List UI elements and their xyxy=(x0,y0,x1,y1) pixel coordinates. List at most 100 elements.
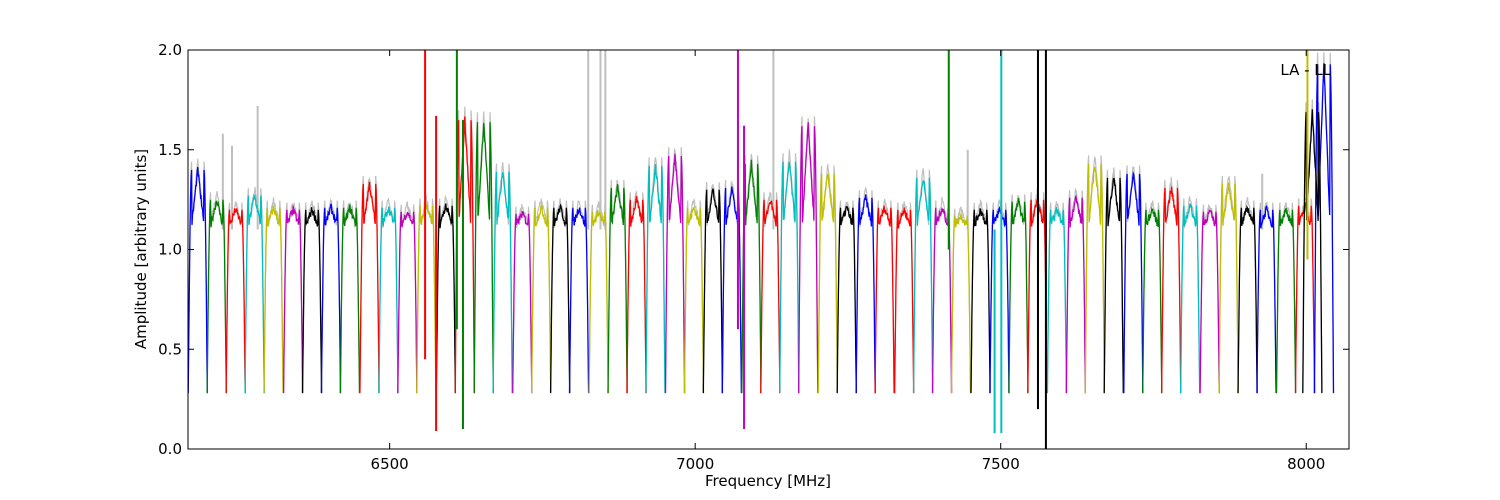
grey-trace-2 xyxy=(225,201,246,394)
grey-trace-51 xyxy=(1161,176,1182,394)
channel-trace-16 xyxy=(492,171,513,394)
grey-trace-34 xyxy=(836,200,857,394)
grey-trace-12 xyxy=(416,195,437,394)
channel-trace-22 xyxy=(607,184,628,394)
grey-trace-47 xyxy=(1084,155,1105,394)
y-tick-label-4: 2.0 xyxy=(158,41,182,59)
series-layer xyxy=(188,50,1335,449)
grey-trace-26 xyxy=(683,199,705,394)
grey-trace-14 xyxy=(454,106,475,394)
channel-trace-27 xyxy=(702,187,724,394)
channel-trace-48 xyxy=(1103,177,1124,394)
grey-trace-10 xyxy=(378,197,399,394)
channel-trace-36 xyxy=(874,205,895,394)
grey-trace-30 xyxy=(760,191,781,394)
y-tick-label-1: 0.5 xyxy=(158,340,182,358)
channel-trace-2 xyxy=(225,208,246,394)
channel-trace-11 xyxy=(397,211,418,394)
channel-trace-57 xyxy=(1275,207,1297,394)
channel-trace-38 xyxy=(912,177,934,394)
channel-trace-21 xyxy=(588,209,609,394)
channel-trace-52 xyxy=(1179,203,1201,394)
ticks-layer: 6500 7000 7500 8000 0.0 0.5 1.0 1.5 2.0 xyxy=(158,41,1349,473)
channel-trace-1 xyxy=(206,199,227,394)
channel-trace-4 xyxy=(263,205,284,394)
channel-trace-49 xyxy=(1123,171,1144,394)
grey-trace-9 xyxy=(359,175,380,394)
y-axis-label: Amplitude [arbitrary units] xyxy=(132,149,150,349)
channel-trace-40 xyxy=(950,213,972,394)
channel-trace-46 xyxy=(1065,194,1087,394)
channel-trace-50 xyxy=(1142,206,1163,394)
grey-trace-16 xyxy=(492,162,513,394)
channel-trace-14 xyxy=(454,116,476,394)
channel-trace-12 xyxy=(416,202,437,394)
channel-trace-25 xyxy=(664,153,686,394)
channel-trace-35 xyxy=(855,194,876,394)
grey-trace-3 xyxy=(244,186,265,394)
grey-trace-23 xyxy=(626,191,647,394)
channel-trace-5 xyxy=(282,205,304,394)
channel-trace-23 xyxy=(626,195,647,394)
grey-trace-20 xyxy=(568,200,590,394)
channel-trace-6 xyxy=(301,207,323,394)
y-tick-label-3: 1.5 xyxy=(158,141,182,159)
channel-trace-41 xyxy=(970,208,991,394)
x-tick-label-2: 7500 xyxy=(982,455,1020,473)
grey-trace-36 xyxy=(874,198,895,394)
channel-trace-34 xyxy=(836,205,857,394)
grey-trace-27 xyxy=(702,182,723,394)
grey-trace-45 xyxy=(1046,201,1068,394)
y-tick-label-0: 0.0 xyxy=(158,440,182,458)
channel-trace-55 xyxy=(1237,204,1258,394)
grey-trace-15 xyxy=(473,111,494,394)
channel-trace-53 xyxy=(1199,209,1220,394)
x-tick-label-0: 6500 xyxy=(371,455,409,473)
grey-trace-7 xyxy=(320,197,342,394)
panel-annotation: LA - LL xyxy=(1280,61,1331,79)
grey-trace-49 xyxy=(1123,165,1144,394)
channel-trace-60 xyxy=(1302,109,1323,394)
grey-trace-11 xyxy=(397,201,418,394)
grey-trace-22 xyxy=(607,179,628,394)
channel-trace-26 xyxy=(683,205,705,394)
grey-trace-37 xyxy=(894,201,915,394)
grey-trace-60 xyxy=(1302,99,1323,394)
grey-trace-8 xyxy=(339,200,361,394)
grey-trace-55 xyxy=(1237,196,1258,394)
y-tick-label-2: 1.0 xyxy=(158,241,182,259)
x-axis-label: Frequency [MHz] xyxy=(705,472,831,490)
channel-trace-56 xyxy=(1256,205,1277,394)
x-tick-label-3: 8000 xyxy=(1287,455,1325,473)
channel-trace-9 xyxy=(359,181,380,394)
grey-trace-19 xyxy=(550,198,571,394)
grey-trace-18 xyxy=(531,198,552,394)
channel-trace-42 xyxy=(989,205,1010,394)
grey-trace-6 xyxy=(301,200,323,394)
channel-trace-10 xyxy=(378,206,399,394)
channel-trace-13 xyxy=(435,203,457,394)
channel-trace-59 xyxy=(1313,63,1335,394)
grey-trace-57 xyxy=(1275,202,1297,394)
channel-trace-24 xyxy=(645,164,666,394)
channel-trace-33 xyxy=(817,173,838,394)
grey-trace-48 xyxy=(1103,167,1124,394)
channel-trace-3 xyxy=(244,194,265,394)
channel-trace-20 xyxy=(568,207,590,394)
grey-trace-38 xyxy=(912,168,934,394)
grey-trace-35 xyxy=(855,187,876,394)
channel-trace-18 xyxy=(530,204,552,394)
channel-trace-7 xyxy=(320,203,342,394)
channel-trace-19 xyxy=(549,203,571,394)
grey-trace-46 xyxy=(1065,187,1086,394)
grey-trace-50 xyxy=(1142,199,1163,394)
x-tick-label-1: 7000 xyxy=(676,455,714,473)
channel-trace-32 xyxy=(798,122,819,394)
plot-background xyxy=(188,50,1349,449)
grey-trace-52 xyxy=(1180,196,1201,394)
channel-trace-17 xyxy=(512,211,533,394)
channel-trace-31 xyxy=(779,161,800,394)
channel-trace-15 xyxy=(473,122,494,394)
grey-trace-41 xyxy=(970,199,991,394)
